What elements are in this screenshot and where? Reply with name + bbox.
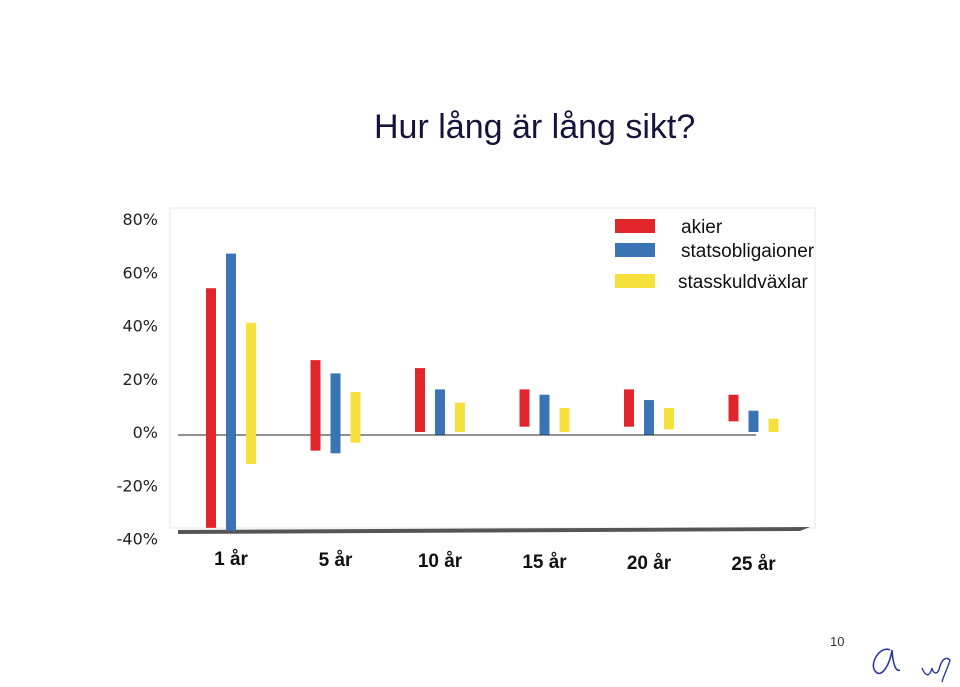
chart-floor: [178, 527, 810, 534]
legend-label: statsobligaioner: [681, 241, 815, 262]
legend-swatch: [615, 274, 655, 288]
bar-akier: [415, 368, 425, 432]
y-tick-label: 40%: [122, 317, 158, 336]
bar-akier: [519, 389, 530, 427]
x-tick-label: 1 år: [214, 549, 248, 570]
bar-statsobligaioner: [539, 394, 550, 435]
bar-stasskuldvaxlar: [246, 322, 256, 464]
x-tick-label: 15 år: [522, 552, 567, 573]
y-tick-label: -20%: [117, 476, 158, 495]
bar-statsobligaioner: [644, 400, 654, 435]
y-tick-label: -40%: [117, 530, 158, 549]
plot-frame: [169, 207, 816, 529]
bar-stasskuldvaxlar: [455, 402, 465, 432]
y-tick-label: 80%: [122, 210, 158, 229]
legend-swatch: [615, 219, 655, 233]
legend-swatch: [615, 243, 655, 257]
bar-akier: [728, 394, 739, 422]
bar-statsobligaioner: [435, 389, 445, 435]
handwritten-signature: [872, 648, 951, 683]
bar-statsobligaioner: [226, 253, 236, 531]
legend-label: stasskuldväxlar: [678, 272, 809, 293]
x-tick-label: 20 år: [627, 553, 672, 574]
bar-statsobligaioner: [330, 373, 341, 454]
x-tick-label: 5 år: [319, 550, 353, 571]
page-number: 10: [830, 634, 845, 649]
bar-stasskuldvaxlar: [768, 418, 779, 432]
bar-akier: [310, 360, 321, 451]
x-tick-label: 10 år: [418, 551, 463, 572]
legend-label: akier: [681, 217, 723, 238]
y-tick-label: 0%: [133, 423, 158, 442]
y-tick-label: 60%: [122, 263, 158, 282]
bar-akier: [624, 389, 634, 427]
x-tick-label: 25 år: [731, 554, 776, 575]
bar-stasskuldvaxlar: [559, 408, 570, 432]
bar-stasskuldvaxlar: [350, 392, 361, 443]
bar-statsobligaioner: [748, 410, 759, 432]
page-title: Hur lång är lång sikt?: [374, 108, 696, 146]
y-tick-label: 20%: [122, 370, 158, 389]
bar-akier: [206, 288, 216, 528]
bar-stasskuldvaxlar: [664, 408, 674, 430]
